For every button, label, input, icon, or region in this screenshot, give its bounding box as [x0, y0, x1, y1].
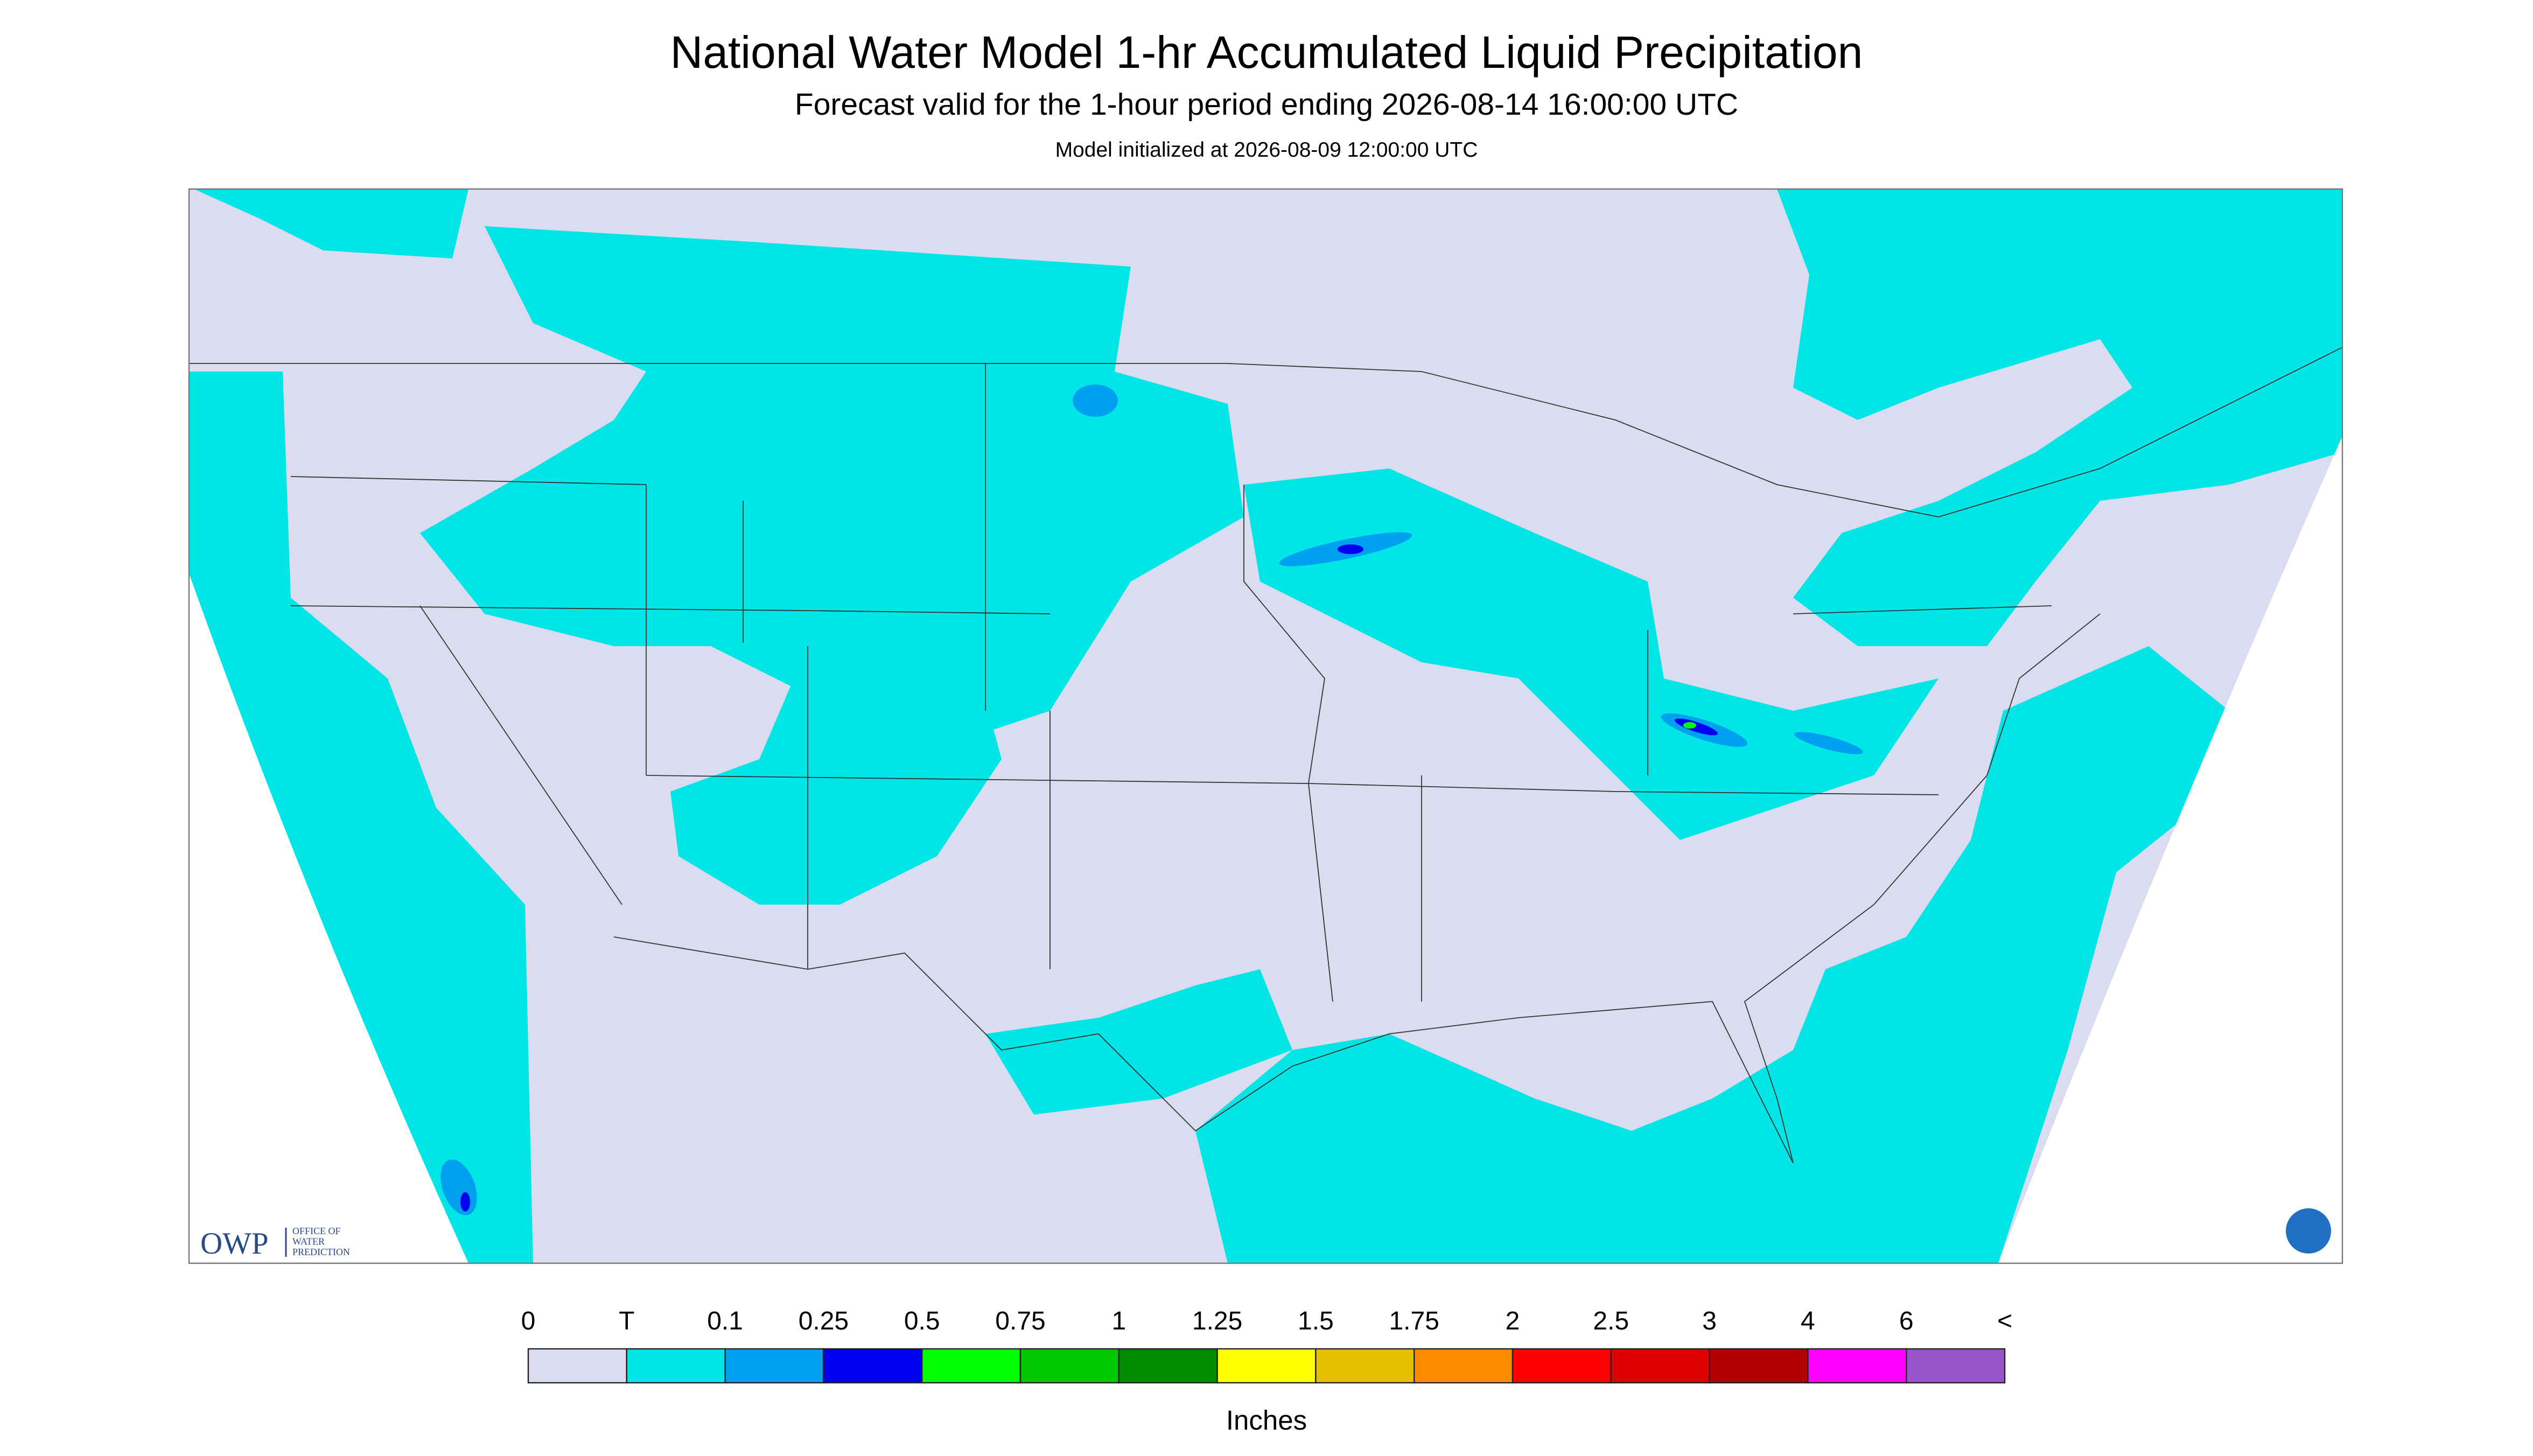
legend-label: 1.5: [1298, 1307, 1334, 1335]
outside-domain: [189, 573, 468, 1264]
legend-label: T: [619, 1307, 634, 1335]
legend-label: 4: [1801, 1307, 1815, 1335]
legend-label: 0: [521, 1307, 536, 1335]
legend-label: 0.75: [995, 1307, 1045, 1335]
legend-swatch: [1414, 1348, 1514, 1384]
logo-line: OFFICE OF: [292, 1226, 341, 1236]
legend-swatch: [1315, 1348, 1415, 1384]
legend-units: Inches: [1226, 1405, 1307, 1436]
precip-heavy: [440, 384, 1863, 1215]
subtitle: Forecast valid for the 1-hour period end…: [795, 87, 1738, 122]
legend-swatch: [724, 1348, 824, 1384]
legend-swatch: [1905, 1348, 2006, 1384]
legend-swatch: [626, 1348, 726, 1384]
precip-trace: [189, 189, 2342, 1264]
legend-label: 2.5: [1593, 1307, 1629, 1335]
legend-label: 1.75: [1389, 1307, 1439, 1335]
legend-label: 6: [1899, 1307, 1914, 1335]
init-time: Model initialized at 2026-08-09 12:00:00…: [1055, 138, 1478, 162]
logo-line: WATER: [292, 1236, 325, 1247]
legend-label: 0.25: [799, 1307, 849, 1335]
outside-domain: [1998, 436, 2342, 1264]
logo-name: OWP: [200, 1227, 269, 1261]
legend-label: 0.5: [904, 1307, 940, 1335]
legend-swatch: [1019, 1348, 1120, 1384]
title: National Water Model 1-hr Accumulated Li…: [670, 27, 1863, 78]
legend-swatch: [527, 1348, 628, 1384]
noaa-logo: [2283, 1205, 2334, 1257]
legend-swatch: [1118, 1348, 1218, 1384]
legend-label: 2: [1506, 1307, 1520, 1335]
legend-label: <: [1997, 1307, 2012, 1335]
legend: Inches 0 T 0.1 0.25 0.5 0.75 1 1.25 1.5 1.75 2 2.5 3…: [521, 1307, 2012, 1436]
legend-swatch: [1807, 1348, 1907, 1384]
legend-swatch: [1512, 1348, 1612, 1384]
legend-swatch: [1216, 1348, 1317, 1384]
logo-line: PREDICTION: [292, 1247, 350, 1257]
legend-swatch: [1709, 1348, 1809, 1384]
borders: [189, 347, 2343, 1164]
legend-label: 1.25: [1192, 1307, 1242, 1335]
legend-label: 0.1: [707, 1307, 743, 1335]
map-frame: [188, 188, 2343, 1264]
legend-swatch: [823, 1348, 923, 1384]
legend-label: 3: [1702, 1307, 1717, 1335]
legend-swatch: [921, 1348, 1021, 1384]
legend-label: 1: [1111, 1307, 1126, 1335]
legend-swatch: [1610, 1348, 1710, 1384]
